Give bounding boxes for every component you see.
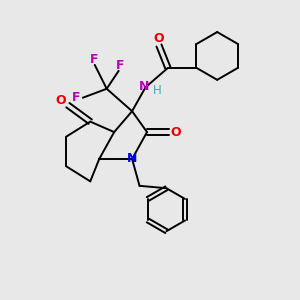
Text: N: N bbox=[139, 80, 149, 93]
Text: F: F bbox=[72, 91, 80, 104]
Text: O: O bbox=[154, 32, 164, 45]
Text: F: F bbox=[90, 53, 98, 66]
Text: F: F bbox=[116, 59, 124, 72]
Text: H: H bbox=[152, 84, 161, 98]
Text: O: O bbox=[55, 94, 66, 107]
Text: O: O bbox=[171, 126, 181, 139]
Text: N: N bbox=[127, 152, 137, 166]
